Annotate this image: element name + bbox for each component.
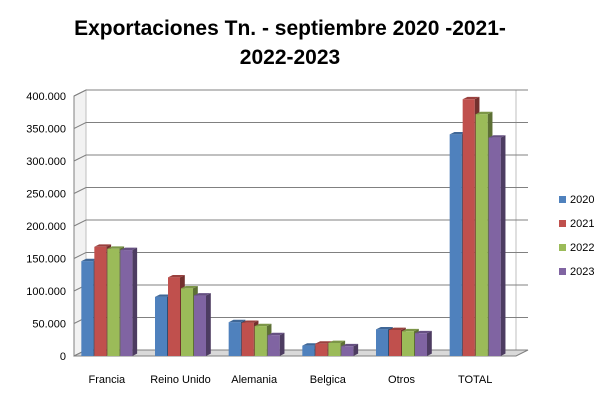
bar-top	[315, 341, 333, 344]
bar-top	[107, 246, 125, 249]
bar	[120, 250, 133, 356]
bar-top	[120, 247, 138, 251]
bar-top	[228, 319, 246, 323]
bar	[328, 343, 341, 356]
bar	[315, 343, 328, 356]
legend-swatch	[559, 244, 566, 251]
bar	[254, 326, 267, 356]
bar-top	[181, 286, 198, 289]
bar	[376, 329, 388, 356]
bar-top	[302, 343, 320, 346]
bar-top	[341, 343, 359, 347]
x-tick-label: TOTAL	[458, 374, 492, 386]
bar	[402, 331, 414, 356]
bar-top	[155, 294, 172, 297]
x-tick-label: Otros	[388, 374, 415, 386]
legend-label: 2020	[570, 194, 594, 206]
bar	[462, 99, 475, 356]
chart-title: Exportaciones Tn. - septiembre 2020 -202…	[40, 14, 540, 72]
bar-top	[462, 96, 480, 100]
bar-top	[488, 135, 506, 138]
bar-top	[168, 274, 185, 278]
bar	[389, 330, 401, 356]
bar-top	[94, 244, 112, 247]
bar-top	[267, 332, 285, 336]
bar	[475, 114, 488, 356]
legend-label: 2023	[570, 266, 594, 278]
y-tick-label: 100.000	[26, 286, 66, 298]
bar	[488, 137, 501, 356]
legend-swatch	[559, 268, 566, 275]
bar-side	[279, 332, 285, 356]
bar-side	[500, 135, 506, 356]
bar	[81, 261, 94, 356]
bar-top	[328, 340, 346, 343]
gridline	[73, 89, 528, 97]
y-tick-label: 350.000	[26, 124, 66, 136]
bar-top	[241, 320, 259, 323]
bar-top	[81, 258, 99, 262]
x-tick-label: Francia	[88, 374, 126, 386]
gridline	[73, 187, 528, 194]
bar	[228, 322, 241, 356]
chart-title-line-2: 2022-2023	[239, 46, 341, 69]
bar	[241, 322, 254, 356]
x-tick-label: Belgica	[310, 374, 347, 386]
y-tick-label: 150.000	[26, 254, 66, 266]
bar	[415, 333, 427, 356]
y-tick-label: 300.000	[26, 156, 66, 168]
bar-side	[427, 330, 432, 356]
legend-swatch	[559, 220, 566, 227]
x-tick-label: Alemania	[231, 374, 278, 386]
gridline	[73, 122, 528, 129]
y-tick-label: 200.000	[26, 221, 66, 233]
legend-swatch	[559, 196, 566, 203]
bar	[94, 246, 107, 356]
bar	[168, 277, 180, 356]
bar-top	[254, 323, 272, 327]
bar-top	[415, 330, 432, 334]
bar-side	[206, 293, 211, 356]
y-tick-label: 400.000	[26, 91, 66, 103]
bar-side	[132, 247, 138, 356]
bar	[107, 248, 120, 356]
y-tick-label: 250.000	[26, 189, 66, 201]
bar-top	[389, 327, 406, 330]
y-tick-label: 0	[60, 351, 66, 363]
bar-side	[353, 343, 359, 356]
bar	[341, 346, 354, 356]
bar	[449, 134, 462, 356]
chart-title-line-1: Exportaciones Tn. - septiembre 2020 -202…	[74, 17, 506, 40]
bar-top	[376, 326, 393, 330]
bar-top	[475, 111, 493, 115]
legend-label: 2022	[570, 242, 594, 254]
gridline	[73, 154, 528, 162]
legend-label: 2021	[570, 218, 594, 230]
bar	[194, 295, 206, 356]
bar	[267, 335, 280, 356]
bar-top	[402, 328, 419, 332]
bar-top	[194, 293, 211, 296]
y-tick-label: 50.000	[32, 319, 66, 331]
bar	[155, 296, 167, 356]
x-tick-label: Reino Unido	[150, 374, 211, 386]
gridline	[73, 219, 528, 227]
bar	[181, 288, 193, 356]
bar	[302, 345, 315, 356]
bar-top	[449, 131, 467, 135]
gridline	[73, 252, 528, 259]
